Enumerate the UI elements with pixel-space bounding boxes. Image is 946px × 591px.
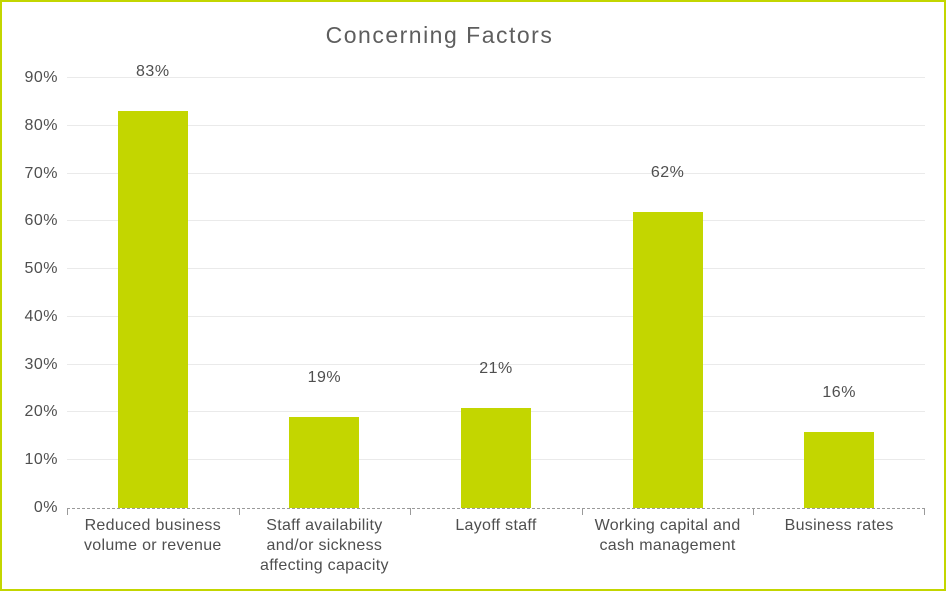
bar-cell-1: 19% xyxy=(239,78,411,508)
gridline-30 xyxy=(67,363,925,365)
y-tick-label: 40% xyxy=(24,307,58,325)
category-label-4: Business rates xyxy=(784,517,894,534)
bar-value-label-1: 19% xyxy=(307,369,342,387)
gridline-80 xyxy=(67,124,925,126)
x-axis-tick xyxy=(410,508,412,515)
bar-0 xyxy=(117,111,188,508)
gridline-90 xyxy=(67,77,925,78)
y-tick-label: 0% xyxy=(33,499,58,516)
y-tick-label: 60% xyxy=(24,212,58,230)
y-tick-label: 10% xyxy=(24,451,58,469)
x-axis-line xyxy=(67,508,925,509)
y-tick-label: 50% xyxy=(24,260,58,278)
bar-cell-4: 16% xyxy=(753,78,925,508)
bar-value-label-0: 83% xyxy=(136,63,170,81)
category-label-3: Working capital and cash management xyxy=(594,517,741,554)
category-label-2: Layoff staff xyxy=(455,517,537,534)
plot-area: 83% 19% 21% 62% 16% xyxy=(67,63,925,515)
bar-3 xyxy=(632,211,703,508)
x-axis-tick xyxy=(67,508,68,515)
bar-2 xyxy=(460,407,531,508)
bar-value-label-3: 62% xyxy=(650,163,685,181)
x-axis-tick xyxy=(924,508,925,515)
gridline-50 xyxy=(67,268,925,270)
y-axis: 0% 10% 20% 30% 40% 50% 60% 70% 80% 90% xyxy=(2,69,58,516)
x-axis-tick xyxy=(753,508,755,515)
gridline-40 xyxy=(67,315,925,317)
bar-cell-0: 83% xyxy=(67,63,239,508)
category-label-1: Staff availability and/or sickness affec… xyxy=(260,517,389,574)
bar-1 xyxy=(289,417,360,508)
x-axis-tick xyxy=(238,508,240,515)
y-tick-label: 30% xyxy=(24,355,58,373)
bar-cell-3: 62% xyxy=(582,78,754,508)
y-tick-label: 70% xyxy=(24,164,58,182)
bar-value-label-2: 21% xyxy=(479,359,513,377)
y-tick-label: 90% xyxy=(24,69,58,86)
bar-value-label-4: 16% xyxy=(822,383,856,401)
y-tick-label: 80% xyxy=(24,116,58,134)
chart-title: Concerning Factors xyxy=(325,22,554,48)
bar-cell-2: 21% xyxy=(410,78,582,508)
gridline-60 xyxy=(67,220,925,222)
bars-layer: 83% 19% 21% 62% 16% xyxy=(67,63,925,508)
x-axis-labels: Reduced business volume or revenue Staff … xyxy=(67,516,925,576)
gridline-70 xyxy=(67,172,925,174)
y-tick-label: 20% xyxy=(24,403,58,421)
bar-4 xyxy=(804,431,875,508)
x-axis-tick xyxy=(581,508,583,515)
category-label-0: Reduced business volume or revenue xyxy=(83,517,222,554)
